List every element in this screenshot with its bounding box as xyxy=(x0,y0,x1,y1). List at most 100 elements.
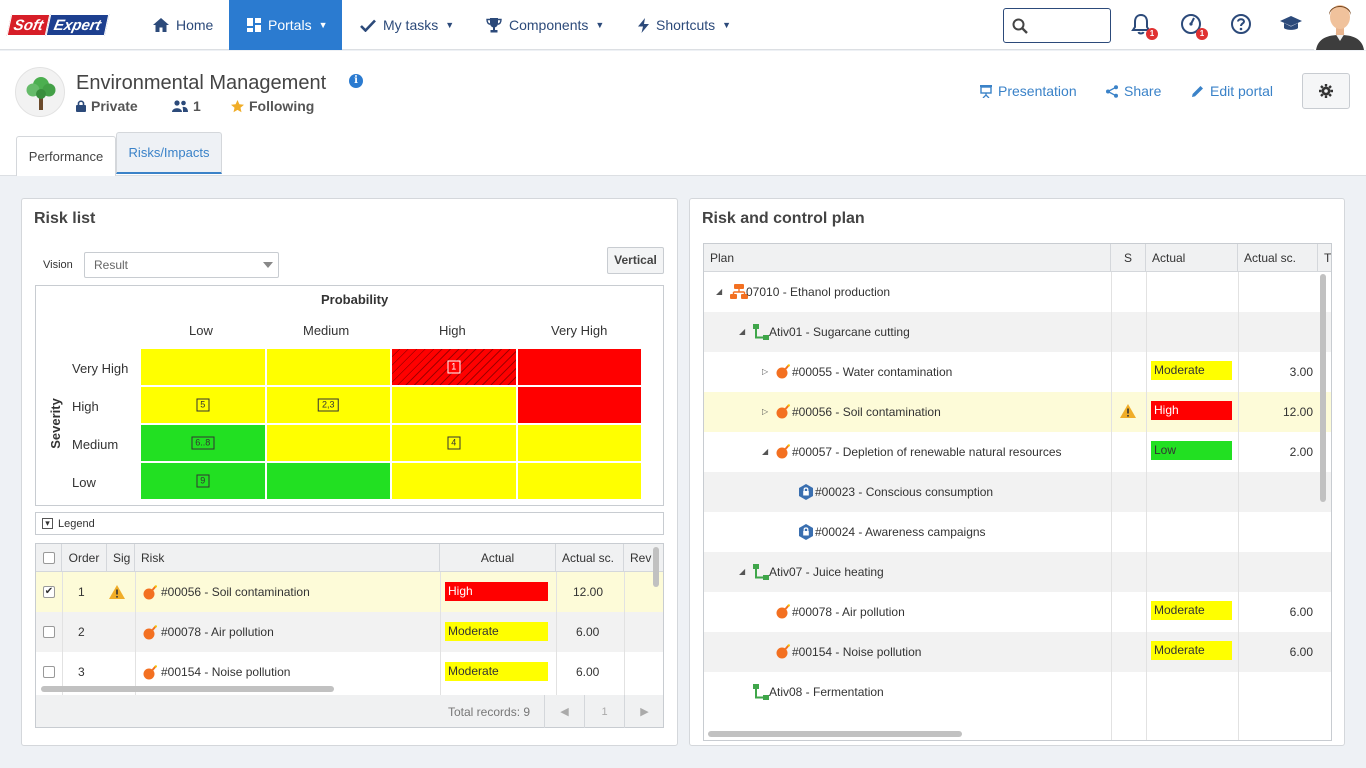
expand-icon[interactable]: ▷ xyxy=(762,367,769,376)
tree-row-score: 2.00 xyxy=(1289,445,1313,459)
settings-button[interactable] xyxy=(1302,73,1350,109)
col-plan[interactable]: Plan xyxy=(704,244,1111,272)
tab-performance[interactable]: Performance xyxy=(16,136,116,176)
legend-label: Legend xyxy=(58,517,95,530)
following-status[interactable]: Following xyxy=(231,98,314,114)
presentation-button[interactable]: Presentation xyxy=(980,83,1077,99)
nav-portals[interactable]: Portals ▼ xyxy=(229,0,342,50)
matrix-cell[interactable]: 6..8 xyxy=(140,424,266,462)
tree-row[interactable]: #00023 - Conscious consumption xyxy=(704,472,1331,512)
nav-home[interactable]: Home xyxy=(153,0,213,50)
col-actual[interactable]: Actual xyxy=(1146,244,1238,272)
search-input[interactable] xyxy=(1003,8,1111,43)
members-count[interactable]: 1 xyxy=(172,98,201,114)
col-order[interactable]: Order xyxy=(62,544,107,572)
tree-row[interactable]: ▷ #00056 - Soil contamination High 12.00 xyxy=(704,392,1331,432)
info-icon[interactable]: i xyxy=(349,74,363,88)
column-divider xyxy=(440,572,441,695)
matrix-cell[interactable] xyxy=(265,462,391,500)
table-row[interactable]: 2 #00078 - Air pollution Moderate 6.00 xyxy=(36,612,663,652)
nav-components[interactable]: Components ▼ xyxy=(486,0,604,50)
softexpert-logo[interactable]: Soft Expert xyxy=(6,14,110,36)
column-divider xyxy=(1111,272,1112,740)
col-sig[interactable]: Sig xyxy=(107,544,135,572)
tab-risks-impacts[interactable]: Risks/Impacts xyxy=(116,132,222,174)
tree-row[interactable]: ◢ 07010 - Ethanol production xyxy=(704,272,1331,312)
col-actual[interactable]: Actual xyxy=(440,544,556,572)
risk-marker[interactable]: 2,3 xyxy=(317,398,339,412)
legend-toggle[interactable]: ▾ Legend xyxy=(35,512,664,535)
col-t[interactable]: T xyxy=(1324,251,1332,265)
alerts-badge: 1 xyxy=(1196,28,1208,40)
matrix-cell[interactable]: 9 xyxy=(140,462,266,500)
matrix-cell[interactable]: 2,3 xyxy=(265,386,391,424)
table-row[interactable]: 3 #00154 - Noise pollution Moderate 6.00 xyxy=(36,652,663,692)
tree-row[interactable]: ◢ Ativ07 - Juice heating xyxy=(704,552,1331,592)
collapse-icon[interactable]: ◢ xyxy=(739,567,746,576)
edit-portal-button[interactable]: Edit portal xyxy=(1191,83,1273,99)
collapse-icon[interactable]: ◢ xyxy=(716,287,723,296)
matrix-cell[interactable] xyxy=(516,424,642,462)
tree-row[interactable]: Ativ08 - Fermentation xyxy=(704,672,1331,712)
collapse-icon[interactable]: ◢ xyxy=(762,447,769,456)
vertical-button[interactable]: Vertical xyxy=(607,247,664,274)
notifications-button[interactable]: 1 xyxy=(1130,13,1158,40)
vision-select-value: Result xyxy=(94,258,129,272)
matrix-cell[interactable] xyxy=(140,348,266,386)
expand-icon[interactable]: ▷ xyxy=(762,407,769,416)
vertical-scrollbar[interactable] xyxy=(653,547,659,587)
tree-row[interactable]: #00154 - Noise pollution Moderate 6.00 xyxy=(704,632,1331,672)
status-badge: High xyxy=(445,582,548,601)
learning-button[interactable] xyxy=(1279,13,1303,37)
nav-my-tasks[interactable]: My tasks ▼ xyxy=(360,0,454,50)
matrix-cell[interactable] xyxy=(265,424,391,462)
share-label: Share xyxy=(1124,83,1162,99)
risk-marker[interactable]: 9 xyxy=(196,474,210,488)
tree-row[interactable]: #00078 - Air pollution Moderate 6.00 xyxy=(704,592,1331,632)
table-row[interactable]: ✔ 1 #00056 - Soil contamination High 12.… xyxy=(36,572,663,612)
matrix-cell[interactable] xyxy=(516,386,642,424)
tree-row[interactable]: ◢ #00057 - Depletion of renewable natural… xyxy=(704,432,1331,472)
user-avatar[interactable] xyxy=(1314,0,1366,50)
row-risk: #00078 - Air pollution xyxy=(161,625,274,639)
tree-row[interactable]: ◢ Ativ01 - Sugarcane cutting xyxy=(704,312,1331,352)
col-risk[interactable]: Risk xyxy=(135,544,440,572)
risk-marker[interactable]: 1 xyxy=(447,360,461,374)
nav-shortcuts[interactable]: Shortcuts ▼ xyxy=(638,0,731,50)
col-s[interactable]: S xyxy=(1111,244,1146,272)
share-button[interactable]: Share xyxy=(1106,83,1161,99)
prev-page-button[interactable]: ◀ xyxy=(544,695,584,728)
horizontal-scrollbar[interactable] xyxy=(41,686,334,692)
row-checkbox[interactable] xyxy=(43,626,55,638)
process-icon xyxy=(730,284,748,303)
performance-alerts-button[interactable]: 1 xyxy=(1180,13,1208,40)
tree-row[interactable]: #00024 - Awareness campaigns xyxy=(704,512,1331,552)
risk-marker[interactable]: 6..8 xyxy=(191,436,215,450)
tree-row[interactable]: ▷ #00055 - Water contamination Moderate 3.0… xyxy=(704,352,1331,392)
vertical-scrollbar[interactable] xyxy=(1320,274,1326,502)
risk-marker[interactable]: 4 xyxy=(447,436,461,450)
matrix-cell[interactable] xyxy=(391,462,517,500)
col-actual-score[interactable]: Actual sc. xyxy=(1238,244,1318,272)
next-page-button[interactable]: ▶ xyxy=(624,695,664,728)
matrix-cell[interactable] xyxy=(391,386,517,424)
risk-marker[interactable]: 5 xyxy=(196,398,210,412)
matrix-cell[interactable]: 5 xyxy=(140,386,266,424)
vision-select[interactable]: Result xyxy=(84,252,279,278)
column-divider xyxy=(556,572,557,695)
collapse-icon[interactable]: ◢ xyxy=(739,327,746,336)
select-all-checkbox[interactable] xyxy=(43,552,55,564)
matrix-cell[interactable]: 4 xyxy=(391,424,517,462)
page-number[interactable]: 1 xyxy=(584,695,624,728)
horizontal-scrollbar[interactable] xyxy=(708,731,962,737)
col-actual-score[interactable]: Actual sc. xyxy=(556,544,624,572)
col-rev[interactable]: Rev xyxy=(630,551,652,565)
members-label: 1 xyxy=(193,98,201,114)
matrix-cell[interactable] xyxy=(516,462,642,500)
help-button[interactable] xyxy=(1230,13,1254,37)
matrix-cell[interactable]: 1 xyxy=(391,348,517,386)
row-checkbox[interactable]: ✔ xyxy=(43,586,55,598)
matrix-cell[interactable] xyxy=(265,348,391,386)
row-checkbox[interactable] xyxy=(43,666,55,678)
matrix-cell[interactable] xyxy=(516,348,642,386)
